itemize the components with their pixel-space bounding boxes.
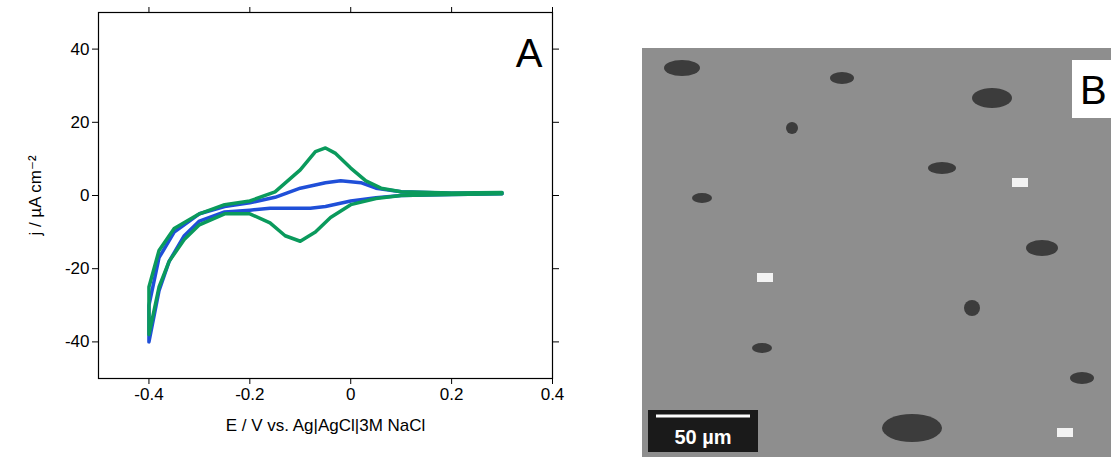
svg-text:40: 40: [71, 40, 90, 59]
svg-text:-20: -20: [65, 259, 90, 278]
svg-text:B: B: [1080, 68, 1107, 112]
svg-text:A: A: [516, 31, 543, 75]
svg-text:-40: -40: [65, 332, 90, 351]
svg-text:0: 0: [346, 385, 355, 404]
svg-text:-0.4: -0.4: [134, 385, 163, 404]
svg-text:50 µm: 50 µm: [674, 426, 731, 448]
svg-text:20: 20: [71, 113, 90, 132]
svg-text:-0.2: -0.2: [235, 385, 264, 404]
svg-text:0.4: 0.4: [541, 385, 565, 404]
svg-text:j / µA cm⁻²: j / µA cm⁻²: [26, 155, 45, 236]
svg-text:0: 0: [80, 186, 89, 205]
svg-text:0.2: 0.2: [440, 385, 464, 404]
svg-text:E / V vs. Ag|AgCl|3M NaCl: E / V vs. Ag|AgCl|3M NaCl: [226, 416, 426, 435]
